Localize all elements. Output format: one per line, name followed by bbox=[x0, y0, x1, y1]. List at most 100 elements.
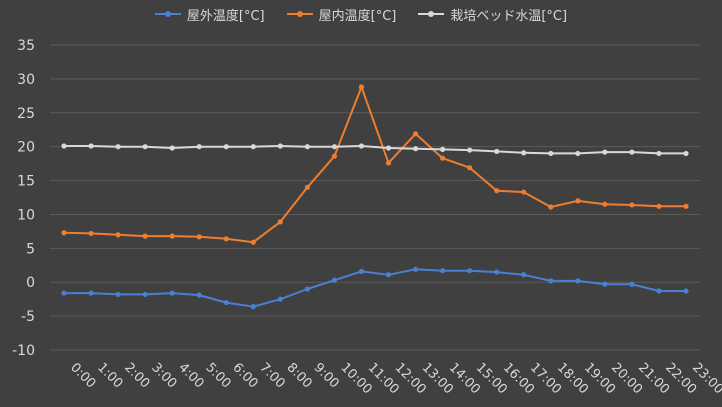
data-point bbox=[412, 131, 419, 137]
data-point bbox=[277, 219, 283, 225]
x-tick-label: 2:00 bbox=[121, 360, 152, 391]
legend: 屋外温度[°C] 屋内温度[°C] 栽培ベッド水温[°C] bbox=[0, 3, 722, 25]
data-point bbox=[88, 143, 94, 149]
series-1 bbox=[61, 84, 689, 245]
data-point bbox=[142, 144, 148, 150]
data-point bbox=[223, 144, 229, 150]
data-point bbox=[385, 160, 392, 166]
legend-item: 屋内温度[°C] bbox=[286, 3, 397, 25]
data-point bbox=[61, 290, 67, 296]
legend-item: 栽培ベッド水温[°C] bbox=[418, 3, 567, 25]
data-point bbox=[223, 299, 229, 306]
data-point bbox=[88, 290, 94, 296]
x-tick-label: 4:00 bbox=[175, 360, 206, 391]
data-point bbox=[494, 188, 500, 194]
data-point bbox=[575, 278, 581, 284]
y-axis-tick-labels: -10 -5 0 5 10 15 20 25 30 35 bbox=[12, 38, 35, 359]
data-point bbox=[683, 288, 689, 294]
data-point bbox=[656, 288, 662, 294]
data-point bbox=[548, 150, 554, 157]
legend-label: 栽培ベッド水温[°C] bbox=[450, 8, 568, 24]
data-point bbox=[521, 189, 527, 195]
data-point bbox=[115, 144, 121, 150]
data-point bbox=[358, 84, 365, 90]
data-point bbox=[304, 144, 310, 150]
data-point bbox=[494, 148, 500, 155]
series-line bbox=[64, 145, 686, 155]
x-tick-label: 6:00 bbox=[229, 360, 260, 391]
data-point bbox=[115, 232, 121, 238]
data-point bbox=[602, 281, 608, 287]
legend-label: 屋内温度[°C] bbox=[318, 8, 397, 24]
data-point bbox=[440, 146, 446, 152]
data-point bbox=[196, 292, 202, 298]
data-point bbox=[602, 149, 608, 155]
data-point bbox=[250, 144, 256, 150]
data-point bbox=[358, 268, 365, 274]
y-tick-label: -10 bbox=[12, 343, 35, 359]
data-point bbox=[521, 272, 527, 278]
legend-item: 屋外温度[°C] bbox=[154, 3, 265, 25]
data-point bbox=[683, 203, 689, 209]
data-point bbox=[467, 165, 473, 171]
data-point bbox=[250, 239, 256, 245]
data-point bbox=[304, 286, 310, 292]
data-point bbox=[602, 201, 608, 207]
data-point bbox=[575, 198, 581, 204]
data-point bbox=[385, 272, 392, 278]
legend-swatch bbox=[154, 8, 181, 20]
x-tick-label: 5:00 bbox=[202, 360, 233, 391]
data-point bbox=[277, 296, 283, 302]
data-point bbox=[331, 153, 338, 159]
data-point bbox=[440, 268, 446, 274]
data-point bbox=[223, 236, 229, 242]
data-point bbox=[115, 291, 121, 298]
data-point bbox=[629, 149, 635, 155]
x-tick-label: 9:00 bbox=[311, 360, 342, 391]
data-point bbox=[494, 269, 500, 275]
data-point bbox=[277, 143, 283, 149]
y-tick-label: 35 bbox=[17, 38, 35, 54]
data-point bbox=[142, 291, 148, 298]
y-tick-label: 10 bbox=[17, 207, 35, 223]
y-tick-label: 25 bbox=[17, 106, 35, 122]
data-point bbox=[548, 204, 554, 210]
data-point bbox=[196, 234, 202, 240]
y-tick-label: 5 bbox=[26, 241, 35, 257]
legend-label: 屋外温度[°C] bbox=[186, 8, 265, 24]
data-point bbox=[683, 150, 689, 157]
x-tick-label: 0:00 bbox=[67, 360, 98, 391]
series-line bbox=[63, 86, 686, 244]
y-tick-label: 0 bbox=[26, 275, 35, 291]
data-point bbox=[385, 145, 392, 151]
data-point bbox=[61, 230, 67, 236]
data-point bbox=[629, 202, 635, 208]
data-point bbox=[250, 304, 256, 310]
data-point bbox=[412, 146, 419, 152]
y-tick-label: 20 bbox=[17, 140, 35, 156]
data-point bbox=[331, 277, 338, 283]
data-point bbox=[331, 144, 338, 150]
data-point bbox=[575, 150, 581, 157]
series-group bbox=[61, 84, 689, 310]
data-point bbox=[142, 233, 148, 239]
y-tick-label: 30 bbox=[17, 72, 35, 88]
data-point bbox=[88, 230, 94, 237]
x-tick-label: 7:00 bbox=[256, 360, 287, 391]
x-tick-label: 8:00 bbox=[284, 360, 315, 391]
legend-swatch bbox=[418, 8, 445, 20]
data-point bbox=[656, 150, 662, 157]
data-point bbox=[440, 155, 446, 161]
data-point bbox=[358, 143, 365, 149]
data-point bbox=[304, 184, 310, 190]
y-tick-label: 15 bbox=[17, 174, 35, 190]
data-point bbox=[629, 281, 635, 287]
series-0 bbox=[61, 266, 689, 310]
series-2 bbox=[61, 143, 689, 157]
x-axis-tick-labels: 0:001:002:003:004:005:006:007:008:009:00… bbox=[67, 360, 722, 397]
data-point bbox=[467, 268, 473, 274]
data-point bbox=[656, 203, 662, 209]
data-point bbox=[521, 150, 527, 156]
data-point bbox=[412, 266, 419, 272]
